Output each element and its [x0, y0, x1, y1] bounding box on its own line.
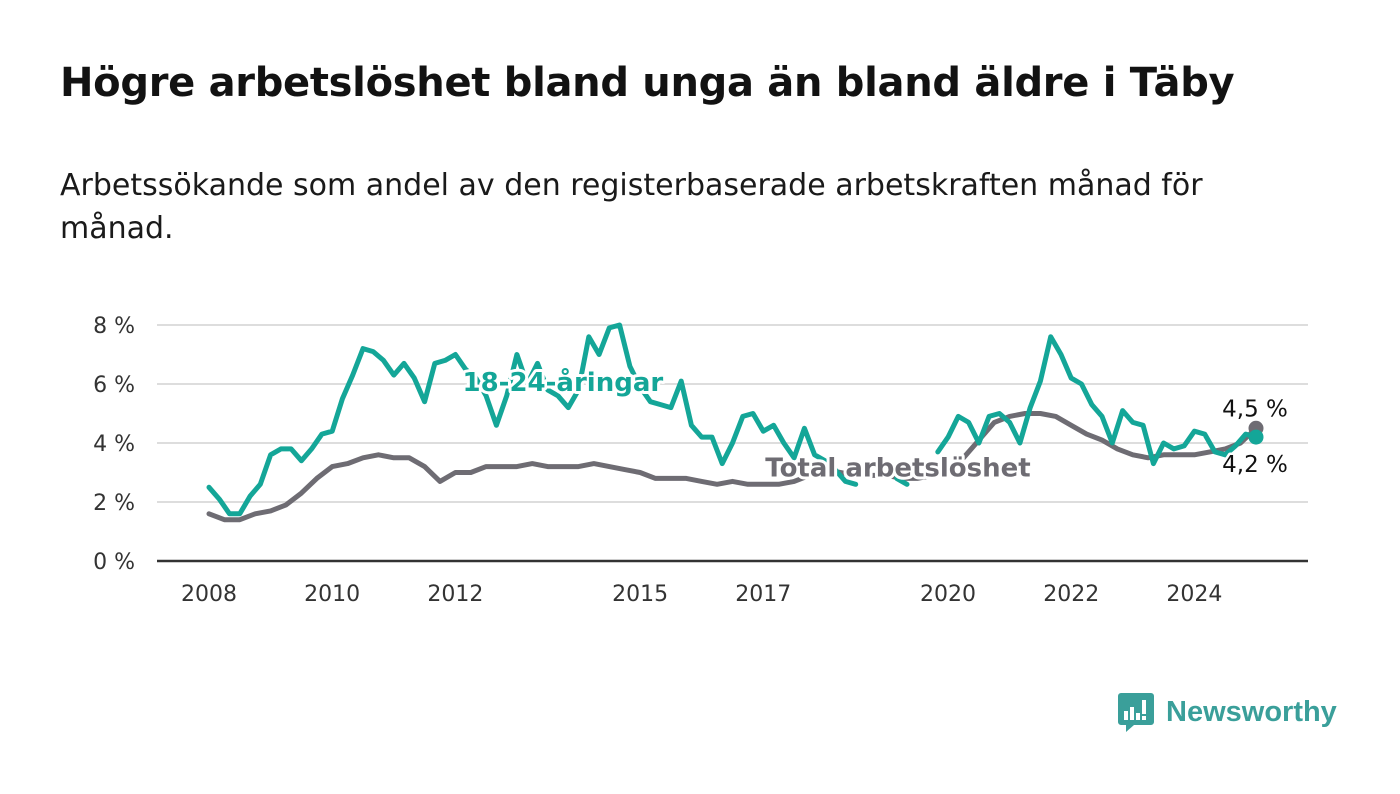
x-tick-label: 2024	[1166, 582, 1222, 607]
y-tick-label: 8 %	[93, 314, 135, 339]
y-tick-label: 0 %	[93, 550, 135, 575]
x-tick-label: 2015	[612, 582, 668, 607]
end-point-18-24	[1248, 429, 1264, 445]
grid-lines	[157, 324, 1308, 503]
x-tick-label: 2012	[427, 582, 483, 607]
axes: 0 % 2 % 4 % 6 % 8 % 2008 2010 2012 2015 2017 2020 2…	[93, 314, 1308, 607]
x-tick-label: 2010	[304, 582, 360, 607]
y-tick-label: 4 %	[93, 432, 135, 457]
end-label-18-24: 4,2 %	[1222, 452, 1288, 478]
series-lines	[206, 322, 1264, 523]
y-tick-label: 2 %	[93, 491, 135, 516]
x-tick-label: 2017	[735, 582, 791, 607]
series-label-total: Total arbetslöshet	[765, 454, 1030, 484]
series-label-18-24: 18-24-åringar	[462, 366, 663, 398]
y-tick-label: 6 %	[93, 373, 135, 398]
chart-title: Högre arbetslöshet bland unga än bland ä…	[60, 60, 1235, 106]
x-tick-label: 2022	[1043, 582, 1099, 607]
brand-name: Newsworthy	[1166, 695, 1337, 728]
series-line-18-24	[206, 322, 1259, 517]
x-tick-label: 2008	[181, 582, 237, 607]
brand-logo: Newsworthy	[1118, 688, 1337, 736]
end-label-total: 4,5 %	[1222, 396, 1288, 422]
newsworthy-logo-icon	[1118, 693, 1154, 732]
x-tick-label: 2020	[920, 582, 976, 607]
series-labels: 18-24-åringar Total arbetslöshet 4,5 % 4,2 …	[459, 363, 1290, 487]
chart-subtitle: Arbetssökande som andel av den registerb…	[60, 168, 1203, 246]
series-line-total	[206, 411, 1259, 523]
